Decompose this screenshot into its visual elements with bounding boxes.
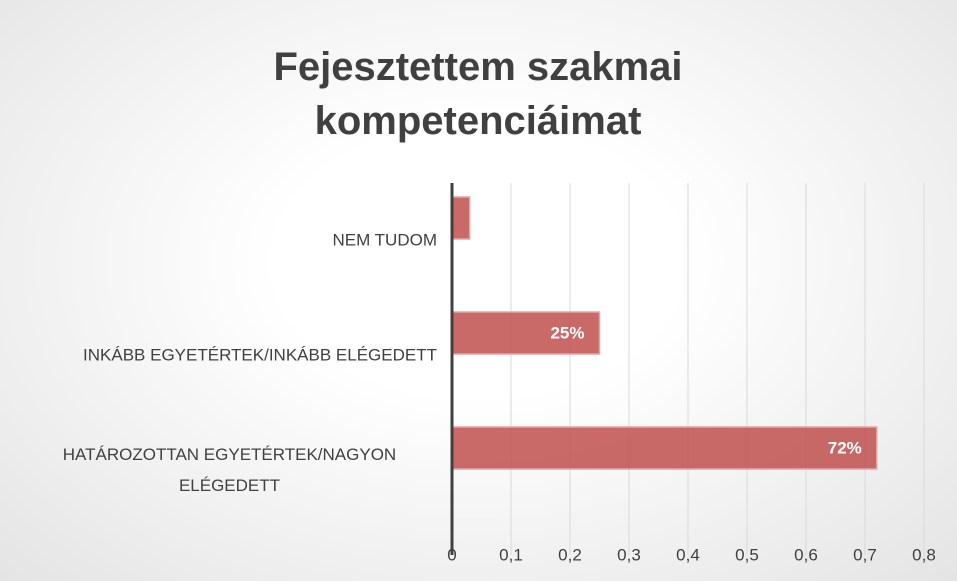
- y-tick-label: NEM TUDOM: [332, 230, 437, 250]
- y-tick-label: HATÁROZOTTAN EGYETÉRTEK/NAGYON ELÉGEDETT: [62, 445, 397, 495]
- data-label: 3%: [470, 208, 495, 227]
- y-tick-label: INKÁBB EGYETÉRTEK/INKÁBB ELÉGEDETT: [83, 345, 437, 365]
- x-tick-label: 0,2: [558, 545, 582, 564]
- data-label: 72%: [828, 438, 862, 457]
- x-tick-label: 0,5: [735, 545, 759, 564]
- bar: [451, 426, 878, 470]
- x-tick-label: 0,4: [676, 545, 700, 564]
- x-tick-label: 0,8: [912, 545, 936, 564]
- x-tick-label: 0,7: [853, 545, 877, 564]
- x-tick-label: 0,3: [617, 545, 641, 564]
- chart-title: Fejesztettem szakmai kompetenciáimat: [273, 45, 683, 143]
- x-tick-label: 0,1: [499, 545, 523, 564]
- data-label: 25%: [550, 323, 584, 342]
- x-tick-label: 0,6: [794, 545, 818, 564]
- bar: [451, 196, 471, 240]
